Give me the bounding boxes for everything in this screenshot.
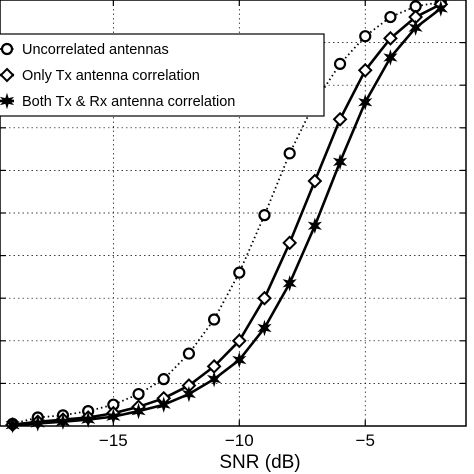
series-1-point-8 <box>182 347 196 360</box>
series-2-point-14 <box>332 111 348 127</box>
series-3-point-13 <box>307 217 322 234</box>
series-1-point-6 <box>132 387 145 401</box>
grid-layer <box>0 0 466 426</box>
series-3-point-16 <box>383 49 398 66</box>
series-2-point-10 <box>231 333 247 349</box>
legend-label-3: Both Tx & Rx antenna correlation <box>22 94 235 110</box>
x-tick-label-1: −10 <box>225 431 254 450</box>
series-2-point-11 <box>257 290 272 306</box>
series-1-point-9 <box>208 313 221 326</box>
series-3-point-2 <box>30 415 45 432</box>
series-3-point-11 <box>257 319 272 337</box>
series-3-point-12 <box>282 275 297 292</box>
series-1-point-7 <box>157 373 170 386</box>
series-2-point-15 <box>357 62 373 78</box>
legend-label-1: Uncorrelated antennas <box>22 42 169 58</box>
series-3-point-15 <box>358 94 373 111</box>
series-1-point-10 <box>233 266 246 279</box>
legend-label-2: Only Tx antenna correlation <box>22 68 200 84</box>
series-layer <box>5 0 449 434</box>
series-3-point-10 <box>232 351 247 369</box>
x-axis-ticks: −15 −10 −5 <box>0 0 466 450</box>
series-1-point-14 <box>333 57 347 71</box>
series-2-point-12 <box>282 235 298 251</box>
legend-marker-3 <box>0 92 15 110</box>
legend-box <box>0 33 325 117</box>
series-1-point-12 <box>283 147 296 160</box>
series-3-point-7 <box>156 396 171 413</box>
series-3-point-1 <box>5 416 20 434</box>
legend: Uncorrelated antennas Only Tx antenna cor… <box>0 33 325 117</box>
series-3-point-17 <box>408 19 423 36</box>
series-1-point-11 <box>258 209 271 222</box>
series-3-line <box>12 7 442 427</box>
x-tick-label-2: −5 <box>356 431 375 450</box>
legend-marker-2 <box>0 67 15 83</box>
legend-marker-1 <box>0 42 14 56</box>
series-2-point-13 <box>307 173 323 189</box>
series-3-point-8 <box>181 385 197 403</box>
series-2-point-16 <box>383 30 398 46</box>
x-axis-label: SNR (dB) <box>219 452 300 473</box>
series-3-point-9 <box>206 370 222 388</box>
series-3-point-18 <box>433 0 448 17</box>
series-3-point-3 <box>55 413 71 430</box>
series-1-point-15 <box>359 30 372 43</box>
series-3-point-14 <box>332 153 348 171</box>
series-3-point-6 <box>131 402 146 420</box>
series-1-point-16 <box>384 10 397 24</box>
series-3 <box>5 0 448 434</box>
x-tick-label-0: −15 <box>99 431 128 450</box>
